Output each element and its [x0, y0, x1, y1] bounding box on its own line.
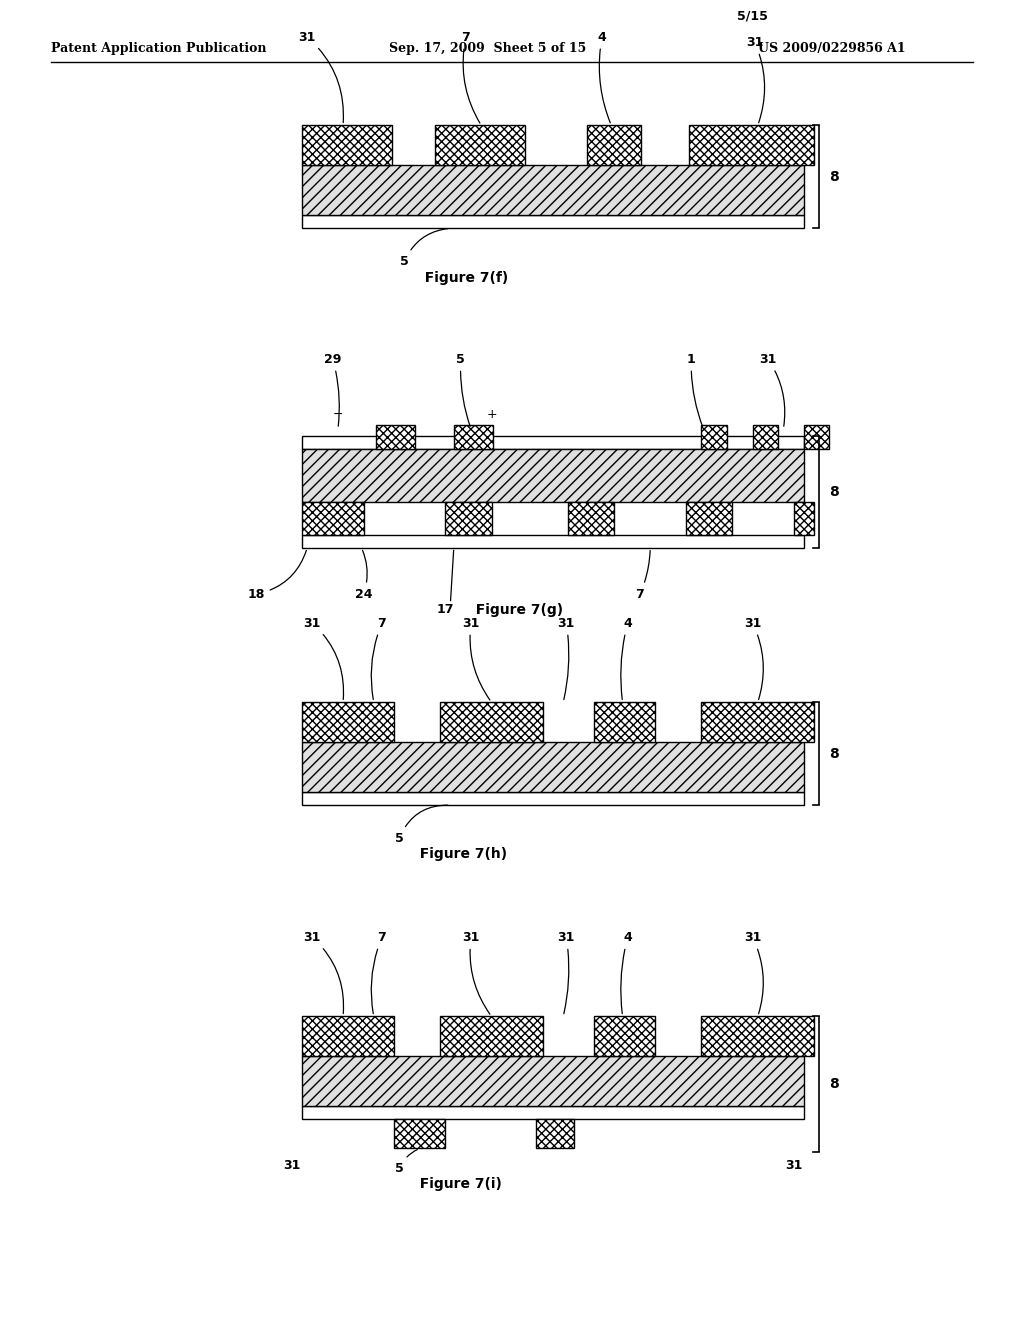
Text: 8: 8: [829, 1077, 840, 1092]
Text: 31: 31: [463, 931, 489, 1014]
Bar: [302, 165, 804, 215]
Text: US 2009/0229856 A1: US 2009/0229856 A1: [758, 42, 905, 55]
Text: 18: 18: [248, 550, 306, 601]
Text: 5: 5: [395, 805, 447, 845]
Text: 8: 8: [829, 747, 840, 760]
Text: 1: 1: [687, 352, 702, 426]
Text: 8: 8: [829, 170, 840, 183]
Bar: [302, 436, 804, 449]
Bar: [440, 1016, 543, 1056]
Text: Figure 7(i): Figure 7(i): [410, 1177, 502, 1192]
Bar: [302, 215, 804, 228]
Bar: [435, 125, 525, 165]
Text: 8: 8: [829, 484, 840, 499]
Bar: [302, 1106, 804, 1119]
Text: 31: 31: [304, 931, 343, 1014]
Bar: [594, 1016, 655, 1056]
Text: 31: 31: [744, 931, 763, 1014]
Text: Figure 7(g): Figure 7(g): [466, 603, 563, 618]
Text: 5: 5: [400, 228, 447, 268]
Bar: [536, 1119, 574, 1148]
Bar: [454, 425, 493, 449]
Text: 4: 4: [621, 931, 632, 1014]
Text: 31: 31: [299, 30, 343, 123]
Bar: [302, 1016, 394, 1056]
Text: 5/15: 5/15: [737, 9, 768, 22]
Text: 29: 29: [325, 352, 341, 426]
Bar: [701, 702, 814, 742]
Bar: [587, 125, 641, 165]
Text: 31: 31: [744, 616, 763, 700]
Bar: [302, 125, 392, 165]
Bar: [445, 502, 492, 535]
Text: 7: 7: [372, 616, 386, 700]
Text: 7: 7: [636, 550, 650, 601]
Bar: [701, 1016, 814, 1056]
Bar: [701, 425, 727, 449]
Text: 17: 17: [436, 603, 455, 616]
Text: 4: 4: [621, 616, 632, 700]
Text: Sep. 17, 2009  Sheet 5 of 15: Sep. 17, 2009 Sheet 5 of 15: [389, 42, 587, 55]
Bar: [302, 1056, 804, 1106]
Text: Figure 7(f): Figure 7(f): [415, 271, 508, 285]
Text: 7: 7: [372, 931, 386, 1014]
Text: Figure 7(h): Figure 7(h): [410, 847, 507, 862]
Text: 31: 31: [785, 1159, 802, 1172]
Bar: [753, 425, 778, 449]
Text: −: −: [333, 408, 343, 421]
Bar: [302, 535, 804, 548]
Bar: [302, 449, 804, 502]
Text: 24: 24: [354, 550, 373, 601]
Bar: [302, 742, 804, 792]
Text: 4: 4: [598, 30, 610, 123]
Bar: [376, 425, 415, 449]
Text: +: +: [486, 408, 497, 421]
Text: 31: 31: [558, 931, 574, 1014]
Text: 31: 31: [760, 352, 784, 426]
Text: 5: 5: [457, 352, 470, 426]
Text: 5: 5: [395, 1150, 418, 1175]
Bar: [302, 792, 804, 805]
Bar: [568, 502, 614, 535]
Text: 31: 31: [284, 1159, 300, 1172]
Text: 31: 31: [304, 616, 343, 700]
Bar: [804, 425, 829, 449]
Bar: [794, 502, 814, 535]
Text: Patent Application Publication: Patent Application Publication: [51, 42, 266, 55]
Text: 7: 7: [462, 30, 480, 123]
Bar: [440, 702, 543, 742]
Bar: [302, 702, 394, 742]
Bar: [594, 702, 655, 742]
Text: 31: 31: [746, 36, 765, 123]
Bar: [302, 502, 364, 535]
Bar: [686, 502, 732, 535]
Text: 31: 31: [558, 616, 574, 700]
Bar: [394, 1119, 445, 1148]
Bar: [689, 125, 814, 165]
Text: 31: 31: [463, 616, 489, 700]
